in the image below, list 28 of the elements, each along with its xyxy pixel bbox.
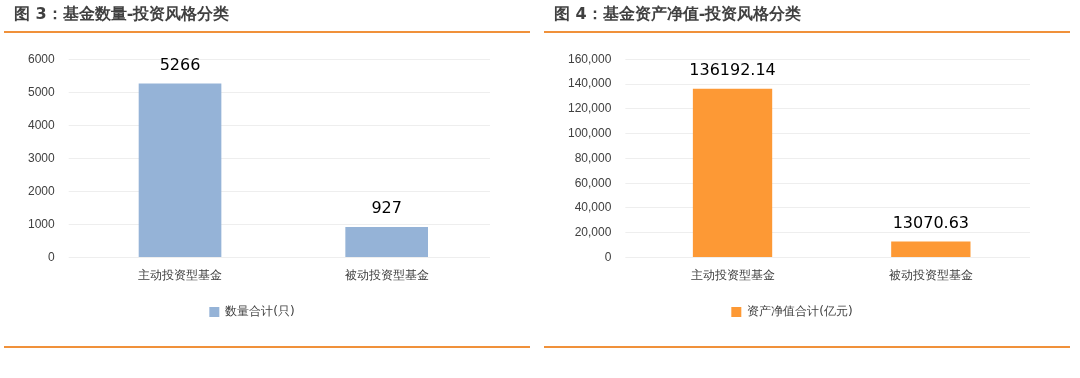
y-tick-label: 0: [48, 249, 56, 264]
y-tick-label: 120,000: [567, 101, 612, 116]
chart-title: 图 3：基金数量-投资风格分类: [14, 4, 230, 25]
data-label: 136192.14: [689, 59, 776, 79]
data-label: 927: [371, 198, 402, 218]
y-tick-label: 60,000: [574, 175, 612, 190]
x-tick-label: 被动投资型基金: [888, 268, 973, 283]
y-tick-label: 4000: [27, 117, 56, 132]
y-tick-label: 20,000: [574, 225, 612, 240]
y-tick-label: 40,000: [574, 200, 612, 215]
y-tick-label: 160,000: [567, 51, 612, 66]
y-tick-label: 2000: [27, 183, 56, 198]
y-tick-label: 6000: [27, 51, 56, 66]
y-tick-label: 100,000: [567, 125, 612, 140]
y-tick-label: 3000: [27, 150, 56, 165]
y-tick-label: 0: [604, 249, 612, 264]
data-label: 13070.63: [892, 212, 970, 232]
chart-title: 图 4：基金资产净值-投资风格分类: [554, 4, 802, 25]
y-tick-label: 5000: [27, 84, 56, 99]
legend-label: 资产净值合计(亿元): [747, 304, 853, 319]
y-tick-label: 140,000: [567, 76, 612, 91]
data-label: 5266: [159, 54, 201, 74]
legend-label: 数量合计(只): [225, 304, 295, 319]
x-tick-label: 主动投资型基金: [138, 268, 223, 283]
x-tick-label: 主动投资型基金: [690, 268, 775, 283]
x-tick-label: 被动投资型基金: [344, 268, 429, 283]
y-tick-label: 80,000: [574, 150, 612, 165]
y-tick-label: 1000: [27, 216, 56, 231]
